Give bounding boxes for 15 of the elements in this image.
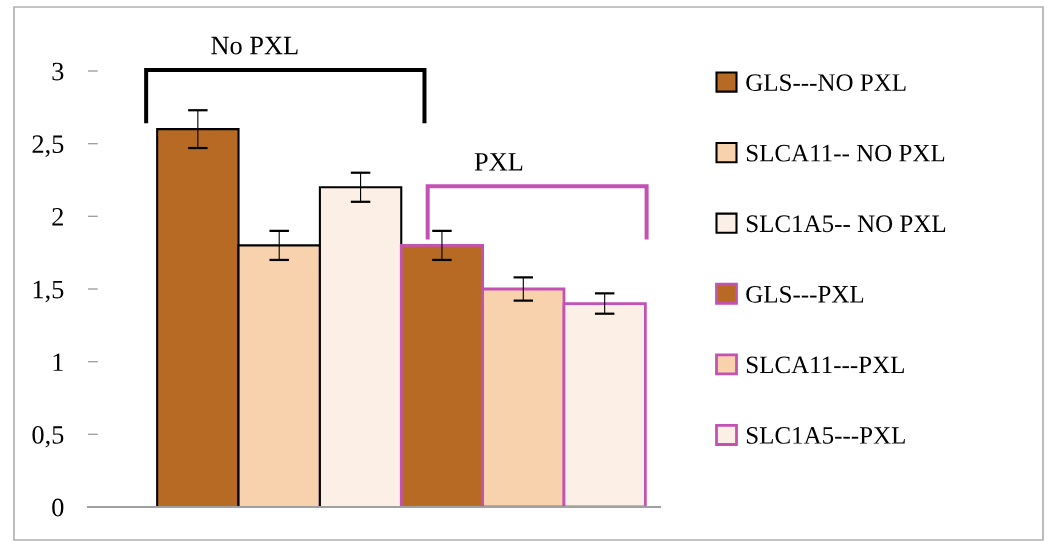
y-tick-label: 1,5 bbox=[33, 280, 64, 303]
y-tick-label: 2 bbox=[52, 208, 63, 226]
annotation: PXL bbox=[474, 153, 523, 171]
legend-label: SLCA11-- NO PXL bbox=[746, 144, 945, 162]
text: No PXL bbox=[211, 36, 298, 55]
legend-label: SLCA11---PXL bbox=[746, 356, 904, 374]
legend-label: GLS---PXL bbox=[746, 285, 864, 303]
y-tick-label: 0,5 bbox=[32, 425, 64, 448]
legend-label: GLS---NO PXL bbox=[746, 74, 906, 91]
y-tick-label: 1 bbox=[53, 353, 63, 371]
legend-label: SLC1A5---PXL bbox=[746, 427, 905, 444]
y-tick-label: 3 bbox=[52, 62, 64, 81]
y-tick-label: 0 bbox=[52, 498, 64, 517]
legend-label: SLC1A5-- NO PXL bbox=[746, 215, 946, 233]
y-tick-label: 2,5 bbox=[32, 135, 64, 157]
